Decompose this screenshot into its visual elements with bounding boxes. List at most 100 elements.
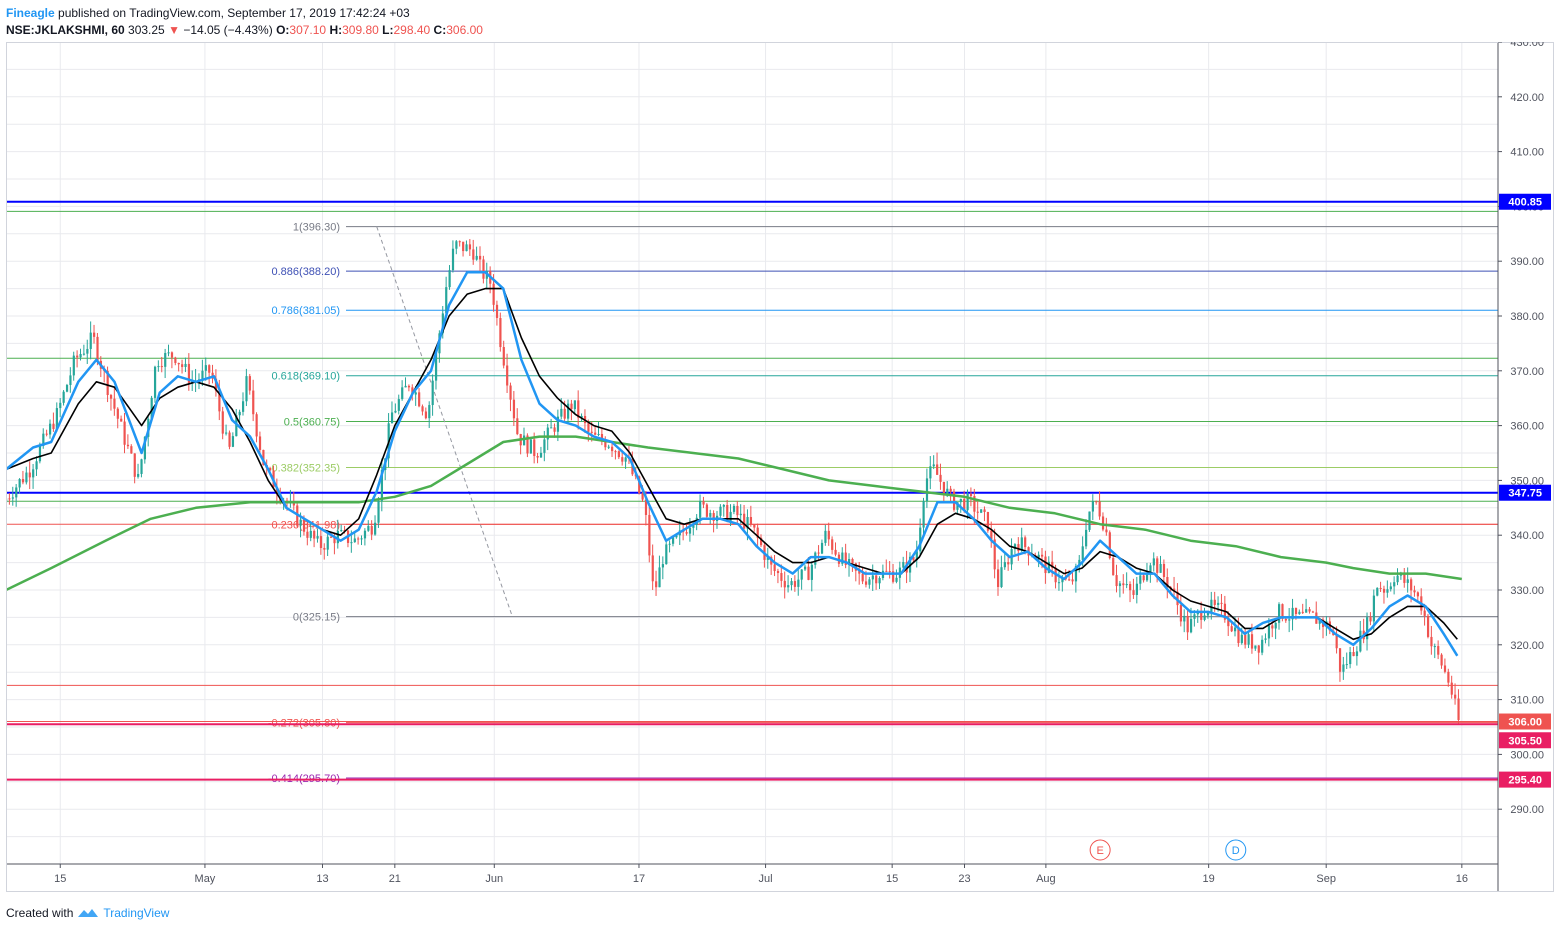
tradingview-brand[interactable]: TradingView bbox=[103, 906, 170, 920]
candle-body bbox=[1037, 554, 1040, 558]
candle-body bbox=[38, 445, 42, 462]
candle-body bbox=[1227, 619, 1230, 627]
candle-body bbox=[401, 387, 404, 400]
candle-body bbox=[1305, 609, 1308, 613]
candle-body bbox=[929, 466, 932, 479]
candle-body bbox=[1379, 587, 1382, 589]
candle-body bbox=[973, 496, 976, 512]
candle-body bbox=[1081, 546, 1084, 560]
candle-body bbox=[225, 432, 228, 434]
candle-body bbox=[1125, 584, 1128, 586]
candle-body bbox=[671, 537, 675, 544]
candle-body bbox=[692, 524, 695, 528]
candle-body bbox=[1369, 617, 1372, 622]
candle-body bbox=[1000, 567, 1003, 587]
candle-body bbox=[475, 255, 478, 260]
candle-body bbox=[824, 530, 827, 543]
close-value: 306.00 bbox=[446, 23, 483, 37]
candle-body bbox=[705, 504, 709, 517]
candle-body bbox=[831, 539, 834, 550]
candle-body bbox=[52, 423, 55, 430]
candle-body bbox=[137, 473, 140, 477]
candle-body bbox=[106, 370, 109, 395]
candle-body bbox=[952, 491, 956, 510]
candle-body bbox=[1166, 577, 1169, 588]
y-tick-label: 420.00 bbox=[1510, 92, 1544, 104]
candle-body bbox=[160, 366, 163, 368]
candle-body bbox=[1406, 579, 1409, 583]
x-tick-label: May bbox=[195, 873, 216, 885]
candle-body bbox=[736, 505, 739, 516]
event-marker[interactable] bbox=[1089, 839, 1111, 861]
candle-body bbox=[1335, 634, 1338, 649]
candle-body bbox=[1403, 573, 1406, 583]
publisher-name[interactable]: Fineagle bbox=[6, 6, 55, 20]
candle-body bbox=[363, 530, 367, 539]
candle-body bbox=[350, 542, 353, 544]
sma-long-line bbox=[5, 435, 1462, 592]
candle-body bbox=[1308, 609, 1311, 612]
candle-body bbox=[360, 538, 363, 540]
candle-body bbox=[641, 493, 644, 500]
candle-body bbox=[445, 287, 448, 314]
candle-body bbox=[553, 427, 556, 432]
x-tick-label: 21 bbox=[389, 873, 401, 885]
candle-body bbox=[79, 354, 82, 358]
candle-body bbox=[790, 581, 793, 586]
open-label: O: bbox=[276, 23, 290, 37]
candle-body bbox=[421, 406, 424, 412]
candle-body bbox=[780, 573, 783, 581]
candle-body bbox=[749, 517, 753, 525]
candle-body bbox=[607, 446, 610, 448]
candle-body bbox=[374, 522, 377, 535]
event-marker[interactable] bbox=[1225, 839, 1247, 861]
candle-body bbox=[1318, 619, 1321, 624]
candle-body bbox=[556, 416, 560, 432]
candle-body bbox=[1291, 607, 1294, 620]
candle-body bbox=[123, 421, 126, 445]
x-tick-label: Jul bbox=[759, 873, 773, 885]
candle-body bbox=[1129, 584, 1132, 591]
chart-border bbox=[6, 42, 1554, 892]
candle-body bbox=[722, 504, 725, 507]
candle-body bbox=[428, 405, 431, 419]
candle-body bbox=[858, 570, 861, 574]
candle-body bbox=[793, 581, 797, 587]
candle-body bbox=[1366, 617, 1369, 640]
candle-body bbox=[611, 446, 614, 452]
candle-body bbox=[550, 427, 553, 429]
price-chart[interactable]: 1(396.30) 0.886(388.20) 0.786(381.05) 0.618… bbox=[5, 37, 1554, 892]
candle-body bbox=[506, 365, 509, 386]
candle-body bbox=[1359, 630, 1362, 652]
candle-body bbox=[323, 547, 326, 550]
candle-body bbox=[1017, 544, 1020, 552]
candle-body bbox=[1454, 694, 1457, 699]
candle-body bbox=[1061, 577, 1064, 583]
candle-body bbox=[658, 567, 661, 588]
candle-body bbox=[1426, 615, 1430, 637]
candle-body bbox=[753, 524, 756, 528]
candle-body bbox=[902, 562, 905, 568]
candle-body bbox=[153, 366, 157, 398]
published-text: published on TradingView.com, September … bbox=[58, 6, 410, 20]
candle-body bbox=[1423, 610, 1426, 616]
candle-body bbox=[143, 436, 147, 460]
candle-body bbox=[1078, 559, 1081, 567]
x-tick-label: 17 bbox=[633, 873, 645, 885]
candle-body bbox=[875, 575, 878, 584]
candle-body bbox=[817, 552, 820, 554]
candle-body bbox=[624, 457, 627, 462]
candle-body bbox=[1091, 501, 1094, 512]
candle-body bbox=[1345, 664, 1348, 666]
candle-body bbox=[45, 433, 48, 435]
candle-body bbox=[1257, 645, 1260, 653]
candle-body bbox=[986, 511, 990, 531]
candle-body bbox=[1352, 652, 1355, 657]
chart-area[interactable]: 1(396.30) 0.886(388.20) 0.786(381.05) 0.618… bbox=[5, 37, 1554, 892]
candle-body bbox=[299, 519, 302, 526]
high-label: H: bbox=[329, 23, 343, 37]
candle-body bbox=[912, 556, 915, 561]
candle-body bbox=[1101, 516, 1105, 530]
candle-body bbox=[1393, 582, 1396, 587]
candle-body bbox=[1189, 618, 1193, 633]
